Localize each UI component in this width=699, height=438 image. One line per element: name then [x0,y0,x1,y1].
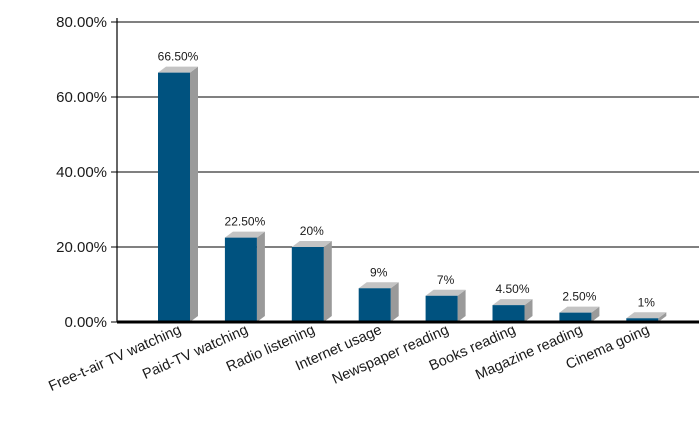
data-label: 7% [437,273,455,287]
data-label: 2.50% [562,290,596,304]
bar [358,288,391,322]
bar-side [190,66,198,322]
bar-side [524,299,533,322]
bar [559,312,592,322]
data-label: 66.50% [158,50,199,64]
bar [224,237,257,322]
bar [291,247,324,322]
bar-side [591,306,600,322]
y-tick-label: 80.00% [56,14,107,31]
bar-top [358,282,399,289]
bar-side [457,289,466,322]
y-tick-label: 60.00% [56,89,107,106]
data-label: 20% [300,224,324,238]
data-label: 22.50% [225,215,266,229]
x-tick-label: Newspaper reading [330,322,451,388]
bar [492,305,525,322]
data-label: 9% [370,265,388,279]
data-label: 4.50% [495,282,529,296]
bar-top [425,289,466,296]
bar-top [291,241,332,247]
bar-top [626,312,667,319]
bar [158,72,190,322]
bar-top [559,306,600,313]
bar [425,295,458,322]
bar [626,318,659,322]
bar-side [658,312,667,322]
data-label: 1% [638,295,656,309]
bar-side [323,241,332,322]
y-tick-label: 40.00% [56,164,107,181]
y-tick-label: 0.00% [64,314,107,331]
bar-side [256,231,265,322]
y-tick-label: 20.00% [56,239,107,256]
bar-top [224,231,265,238]
bar-side [390,282,399,322]
bar-top [158,66,198,73]
bar-top [492,299,533,306]
